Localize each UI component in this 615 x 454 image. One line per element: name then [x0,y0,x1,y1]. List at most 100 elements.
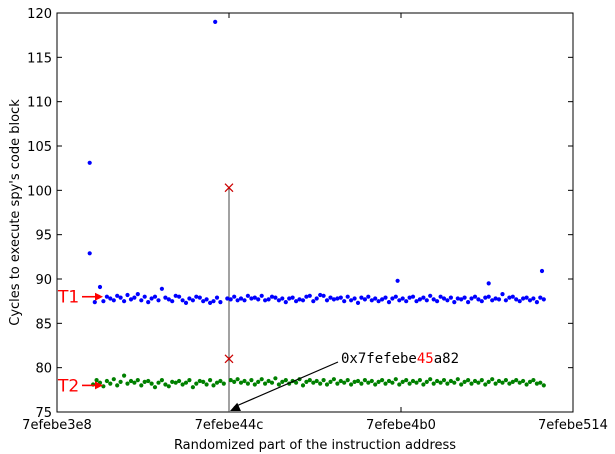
data-point [273,295,278,300]
data-point [531,378,536,383]
data-point [142,379,147,384]
data-point [225,296,230,301]
data-point [335,296,340,301]
data-point [455,377,460,382]
data-point [355,378,361,384]
data-point [314,378,319,384]
data-point [125,381,130,386]
data-point [318,292,323,298]
data-point [539,268,545,274]
plot-area [56,12,574,413]
data-point [342,299,347,304]
data-point [214,295,220,300]
data-point [159,378,164,383]
data-point [132,380,137,385]
data-point [386,300,392,305]
data-point [469,296,474,301]
y-tick-label: 105 [27,140,52,155]
data-point [201,379,206,384]
series-label-arrow-head [95,381,103,390]
data-point [486,294,491,299]
data-point [328,295,333,300]
x-tick-label: 7efebe3e8 [22,418,92,433]
data-point [242,378,247,384]
data-point [393,294,398,299]
annotation-arrow-head [230,402,241,411]
data-point [373,382,378,387]
data-point [173,293,178,298]
data-point [431,381,436,386]
data-point [235,298,240,303]
data-point [514,297,519,302]
data-point [304,294,309,299]
data-point [197,295,202,300]
data-point [139,298,144,303]
data-point [280,296,285,301]
data-point [428,293,433,298]
data-point [228,297,233,302]
data-point [517,380,522,385]
data-point [510,379,515,384]
y-tick-label: 120 [27,7,52,22]
data-point [510,294,515,299]
data-point [256,297,261,302]
data-point [94,378,99,383]
data-point [500,292,505,297]
data-point [170,379,175,384]
data-point [128,378,134,384]
data-point [92,300,97,305]
data-point [266,378,271,384]
data-point [380,297,385,302]
data-point [490,298,495,303]
x-tick-label: 7efebe4b0 [366,418,436,433]
data-point [111,298,116,303]
data-point [118,379,123,384]
data-point [493,296,498,301]
y-axis-ticks: 75 80 85 90 95 100 105 110 115 120 [27,7,573,421]
data-point [328,379,333,384]
data-point [122,373,127,378]
data-point [483,382,488,387]
data-point [400,296,405,301]
data-point [183,300,189,305]
data-point [108,296,113,301]
data-point [407,295,412,300]
data-point [395,278,400,283]
data-point [269,380,275,385]
data-point [445,298,450,303]
series-label-arrow-head [95,292,103,301]
data-point [324,382,330,387]
data-point [469,381,474,386]
data-point [404,378,409,383]
data-point [521,296,526,301]
data-point [321,293,326,298]
data-point [414,299,419,304]
data-point [208,300,213,305]
data-point [338,295,343,300]
data-point [211,299,216,304]
y-tick-label: 95 [35,229,52,244]
data-point [180,298,185,303]
y-tick-label: 85 [35,317,52,332]
data-point [287,296,292,301]
data-point [496,297,502,302]
data-point [424,298,429,303]
data-point [390,380,395,385]
data-point [211,383,216,388]
data-point [235,377,240,382]
data-point [156,380,161,385]
data-point [452,300,457,305]
data-point [352,379,357,384]
data-point [139,383,144,388]
y-tick-label: 110 [27,96,52,111]
data-point [218,378,223,384]
data-point [438,380,443,385]
data-point [218,300,223,305]
data-point [448,295,453,300]
data-point [479,299,484,304]
data-point [115,383,120,388]
data-point [135,378,140,383]
data-point [187,378,192,383]
data-point [452,380,457,385]
data-point [366,380,371,385]
